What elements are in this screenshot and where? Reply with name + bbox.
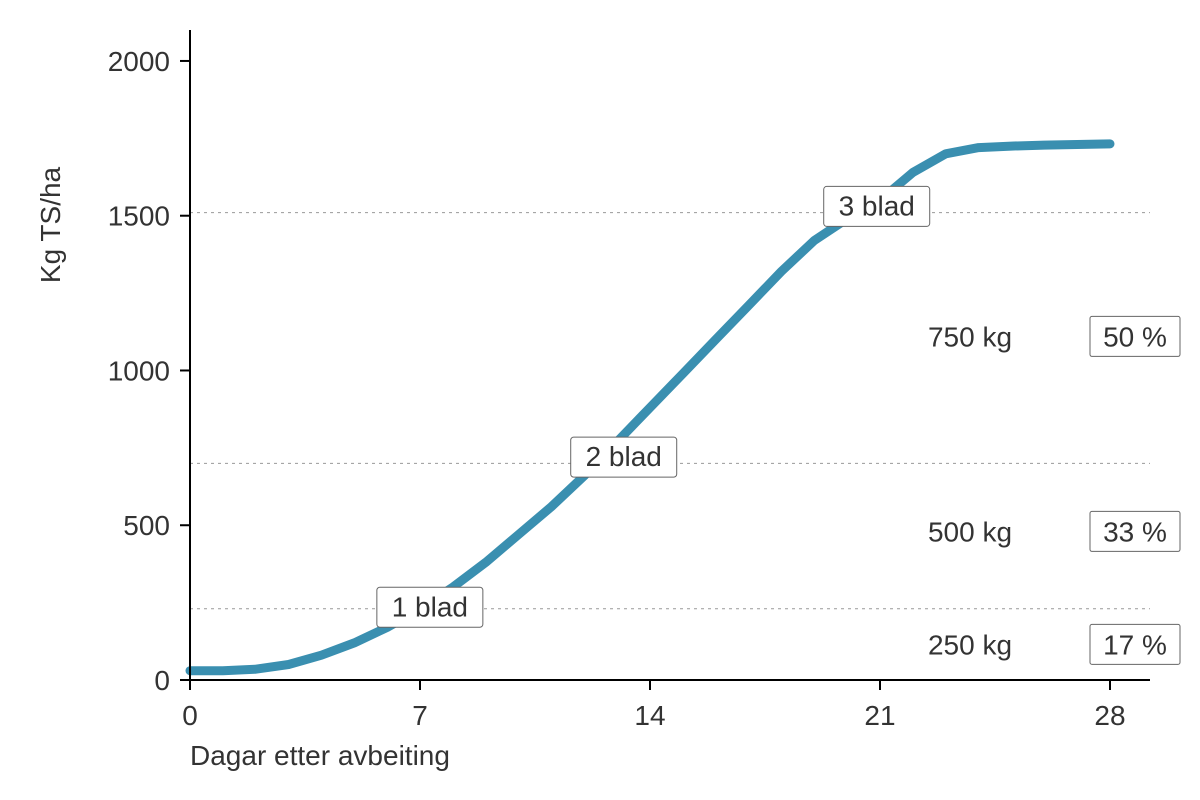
y-tick-label: 2000 — [108, 46, 170, 77]
y-tick-label: 1000 — [108, 355, 170, 386]
y-tick-label: 1500 — [108, 201, 170, 232]
segment-pct: 33 % — [1103, 516, 1167, 547]
segment-kg: 250 kg — [928, 629, 1012, 660]
y-tick-label: 0 — [154, 665, 170, 696]
leaf-stage-label: 3 blad — [839, 190, 915, 221]
x-ticks: 0 7 14 21 28 — [182, 680, 1125, 731]
x-tick-label: 7 — [412, 700, 428, 731]
growth-line — [190, 144, 1110, 671]
x-tick-label: 28 — [1094, 700, 1125, 731]
line-series — [190, 144, 1110, 671]
x-axis-label: Dagar etter avbeiting — [190, 740, 450, 771]
y-axis-label: Kg TS/ha — [35, 166, 66, 283]
segment-kg: 500 kg — [928, 516, 1012, 547]
growth-chart: 0 7 14 21 28 0 500 1000 1500 2000 1 blad 2 blad 3 … — [0, 0, 1200, 800]
leaf-stage-label: 1 blad — [392, 591, 468, 622]
axes — [190, 30, 1150, 680]
x-tick-label: 0 — [182, 700, 198, 731]
segment-pct: 17 % — [1103, 629, 1167, 660]
segment-labels: 250 kg 17 % 500 kg 33 % 750 kg 50 % — [928, 316, 1180, 664]
segment-kg: 750 kg — [928, 321, 1012, 352]
x-tick-label: 21 — [864, 700, 895, 731]
segment-pct: 50 % — [1103, 321, 1167, 352]
y-tick-label: 500 — [123, 510, 170, 541]
y-ticks: 0 500 1000 1500 2000 — [108, 46, 190, 696]
leaf-stage-label: 2 blad — [586, 441, 662, 472]
reference-lines — [190, 213, 1150, 609]
x-tick-label: 14 — [634, 700, 665, 731]
